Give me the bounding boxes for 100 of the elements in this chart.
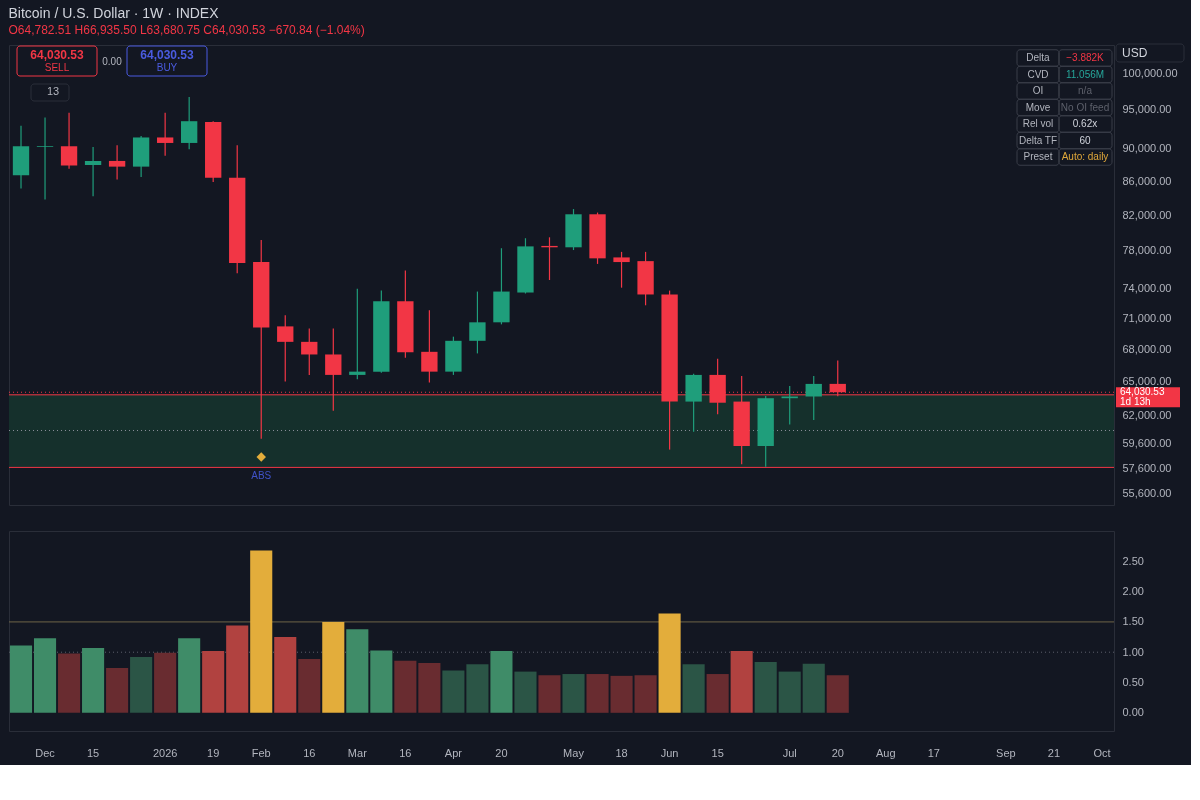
x-tick-label: 21: [1047, 746, 1061, 759]
bar: [682, 664, 705, 713]
y-tick-label: 62,000.00: [1122, 408, 1172, 421]
bar: [274, 637, 297, 713]
bar: [370, 650, 393, 713]
bar: [754, 661, 777, 713]
annotation: OI: [1032, 85, 1044, 96]
annotation: 13: [46, 85, 60, 97]
candlestick: [84, 146, 102, 197]
bar: [610, 675, 633, 713]
y-tick-label: 71,000.00: [1122, 311, 1172, 324]
x-tick-label: 19: [207, 746, 220, 759]
bar: [394, 660, 417, 713]
text: USD: [1122, 46, 1148, 60]
x-tick-label: 2026: [152, 746, 178, 759]
y-tick-label: 86,000.00: [1122, 174, 1172, 187]
x-tick-label: Aug: [876, 746, 896, 759]
bar: [466, 664, 489, 713]
candlestick: [60, 112, 78, 170]
chart-title: Bitcoin / U.S. Dollar · 1W · INDEX: [8, 4, 220, 21]
x-tick-label: Jul: [782, 746, 797, 759]
bar: [9, 645, 33, 713]
candlestick: [301, 327, 318, 376]
annotation: Preset: [1023, 151, 1053, 162]
bar: [346, 629, 369, 713]
x-tick-label: 20: [831, 746, 844, 759]
y-tick-label: 82,000.00: [1122, 208, 1172, 221]
annotation: 60: [1079, 134, 1091, 146]
x-tick-label: 16: [303, 746, 316, 759]
text: 1d 13h: [1120, 396, 1151, 408]
annotation: Delta: [1026, 52, 1051, 63]
annotation: 11.056M: [1065, 68, 1105, 80]
candlestick: [108, 144, 126, 180]
candlestick: [349, 288, 366, 380]
y-tick-label: 55,600.00: [1122, 486, 1172, 499]
annotation: BUY: [156, 62, 178, 73]
bar: [58, 653, 81, 713]
y-tick-label: 59,600.00: [1122, 437, 1172, 450]
bar: [634, 675, 657, 713]
x-tick-label: Apr: [444, 746, 463, 759]
x-tick-label: May: [563, 746, 585, 759]
candlestick: [181, 96, 198, 150]
candlestick: [156, 112, 174, 157]
annotation: 64,030.53: [30, 48, 85, 62]
candlestick: [421, 309, 438, 384]
y-tick-label: 74,000.00: [1122, 282, 1172, 295]
y-tick-label: 0.50: [1122, 676, 1144, 689]
x-tick-label: Mar: [347, 746, 368, 759]
y-tick-label: 2.50: [1122, 554, 1144, 567]
candlestick: [805, 375, 822, 421]
x-tick-label: 15: [86, 746, 100, 759]
x-tick-label: Oct: [1093, 746, 1111, 759]
annotation: −3.882K: [1066, 52, 1105, 63]
x-tick-label: 18: [615, 746, 628, 759]
annotation: Delta TF: [1018, 134, 1058, 146]
bar: [106, 667, 129, 713]
candlestick: [613, 251, 630, 289]
bar: [490, 651, 513, 713]
bar: [586, 674, 609, 713]
y-tick-label: 1.50: [1122, 615, 1144, 628]
bar: [130, 657, 153, 713]
bar: [706, 674, 729, 713]
bar: [826, 675, 849, 713]
y-tick-label: 90,000.00: [1122, 142, 1172, 155]
y-tick-label: 1.00: [1122, 645, 1144, 658]
annotation: No OI feed: [1060, 101, 1110, 113]
bar: [322, 621, 345, 713]
x-tick-label: Sep: [996, 746, 1016, 759]
bar: [178, 638, 201, 713]
bar: [250, 550, 273, 713]
bar: [730, 651, 753, 713]
annotation: Auto: daily: [1061, 151, 1109, 162]
x-tick-label: Dec: [35, 746, 56, 759]
bar: [778, 671, 801, 713]
annotation: Move: [1025, 101, 1051, 113]
annotation: SELL: [44, 62, 70, 73]
annotation: 0.62x: [1072, 118, 1098, 129]
x-tick-label: 20: [495, 746, 508, 759]
bar: [418, 663, 441, 713]
chart-subtitle: O64,782.51 H66,935.50 L63,680.75 C64,030.53 −670.84 (−1.04%): [8, 22, 365, 37]
bar: [538, 675, 561, 713]
y-tick-label: 2.00: [1122, 585, 1144, 598]
bar: [562, 674, 585, 713]
bar: [442, 670, 465, 713]
y-tick-label: 65,000.00: [1122, 374, 1172, 387]
y-tick-label: 100,000.00: [1122, 66, 1178, 79]
annotation: n/a: [1078, 85, 1093, 96]
x-tick-label: 17: [927, 746, 940, 759]
bar: [226, 625, 249, 713]
bar: [658, 613, 681, 713]
y-tick-label: 95,000.00: [1122, 103, 1172, 116]
annotation: 64,030.53: [140, 48, 195, 62]
y-tick-label: 0.00: [1122, 706, 1144, 719]
candlestick: [277, 314, 294, 383]
annotation: Rel vol: [1022, 118, 1054, 129]
bar: [298, 658, 321, 713]
x-tick-label: Feb: [251, 746, 271, 759]
x-tick-label: Jun: [660, 746, 679, 759]
x-tick-label: 15: [711, 746, 724, 759]
annotation: 0.00: [102, 56, 123, 67]
